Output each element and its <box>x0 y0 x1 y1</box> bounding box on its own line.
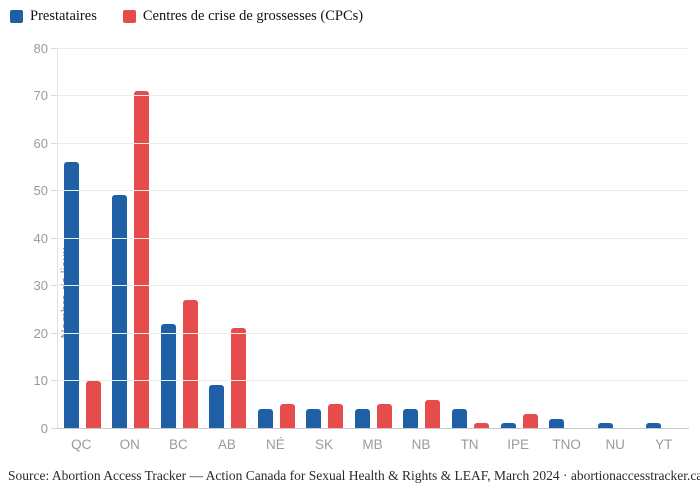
y-tick-mark <box>51 142 57 144</box>
legend-label: Centres de crise de grossesses (CPCs) <box>142 8 364 24</box>
legend-item-0: Prestataires <box>10 8 97 25</box>
x-tick-label-BC: BC <box>168 437 188 452</box>
x-tick-label-YT: YT <box>655 437 673 452</box>
y-tick-label-70: 70 <box>33 88 48 103</box>
x-tick-label-IPE: IPE <box>507 437 529 452</box>
bar-group-NU <box>592 48 641 428</box>
bar-group-TNO <box>543 48 592 428</box>
y-tick-mark <box>51 95 57 96</box>
bar-group-YT <box>640 48 689 428</box>
gridline-y-30 <box>58 285 689 286</box>
y-tick-mark <box>51 380 57 381</box>
bar-IPE-prestataires <box>500 423 516 428</box>
x-tick-label-AB: AB <box>217 437 236 452</box>
legend-item-1: Centres de crise de grossesses (CPCs) <box>122 8 364 25</box>
bar-group-TN <box>446 48 495 428</box>
gridline-y-80 <box>58 47 689 49</box>
x-tick-label-TNO: TNO <box>552 437 581 452</box>
bar-NÉ-cpc <box>279 404 295 428</box>
bar-group-QC <box>58 48 107 428</box>
bar-ON-cpc <box>134 90 150 428</box>
legend-label: Prestataires <box>30 8 97 24</box>
bar-NU-prestataires <box>597 423 613 428</box>
bar-MB-prestataires <box>354 409 370 428</box>
bar-group-SK <box>301 48 350 428</box>
x-tick-label-SK: SK <box>314 437 333 452</box>
gridline-y-10 <box>58 380 689 381</box>
bar-SK-prestataires <box>306 409 322 428</box>
x-tick-label-NU: NU <box>605 437 625 452</box>
bar-QC-cpc <box>85 380 101 428</box>
bar-AB-cpc <box>231 328 247 428</box>
x-tick-label-ON: ON <box>119 437 140 452</box>
y-tick-label-50: 50 <box>33 183 48 198</box>
y-tick-label-60: 60 <box>33 135 48 151</box>
gridline-y-50 <box>58 190 689 191</box>
chart-legend: Prestataires Centres de crise de grossess… <box>10 8 363 25</box>
y-tick-mark <box>51 237 57 239</box>
bar-MB-cpc <box>376 404 392 428</box>
y-tick-mark <box>51 190 57 191</box>
bar-TNO-prestataires <box>549 418 565 428</box>
bar-group-MB <box>349 48 398 428</box>
gridline-y-20 <box>58 332 689 334</box>
x-tick-label-MB: MB <box>362 437 383 452</box>
x-tick-label-QC: QC <box>71 437 92 452</box>
bar-IPE-cpc <box>522 413 538 428</box>
red-square-swatch-icon <box>122 10 136 23</box>
bar-AB-prestataires <box>209 385 225 428</box>
y-tick-mark <box>51 47 57 49</box>
bar-group-NÉ <box>252 48 301 428</box>
bar-TN-prestataires <box>452 409 468 428</box>
bar-group-IPE <box>495 48 544 428</box>
x-tick-label-TN: TN <box>460 437 479 452</box>
bar-group-AB <box>204 48 253 428</box>
y-tick-label-20: 20 <box>33 325 48 341</box>
bar-QC-prestataires <box>63 162 79 428</box>
bar-NÉ-prestataires <box>257 409 273 428</box>
blue-square-swatch-icon <box>10 10 23 23</box>
x-tick-label-NÉ: NÉ <box>266 437 285 452</box>
bar-BC-cpc <box>182 299 198 428</box>
bar-BC-prestataires <box>160 323 176 428</box>
bar-NB-prestataires <box>403 409 419 428</box>
bar-YT-prestataires <box>646 423 662 428</box>
y-tick-label-10: 10 <box>33 373 48 388</box>
y-tick-label-40: 40 <box>33 230 48 246</box>
source-attribution: Source: Abortion Access Tracker — Action… <box>8 468 700 483</box>
bar-group-BC <box>155 48 204 428</box>
y-tick-label-30: 30 <box>33 278 48 293</box>
bar-group-ON <box>107 48 156 428</box>
bar-TN-cpc <box>474 423 490 428</box>
bar-ON-prestataires <box>112 195 128 428</box>
y-tick-mark <box>51 427 57 429</box>
gridline-y-40 <box>58 237 689 239</box>
y-tick-label-0: 0 <box>40 420 48 436</box>
y-tick-mark <box>51 285 57 286</box>
bar-NB-cpc <box>425 399 441 428</box>
y-tick-label-80: 80 <box>33 40 48 56</box>
x-tick-label-NB: NB <box>411 437 431 452</box>
gridline-y-70 <box>58 95 689 96</box>
gridline-y-60 <box>58 142 689 144</box>
y-tick-mark <box>51 332 57 334</box>
bar-groups-container <box>58 48 689 428</box>
bar-group-NB <box>398 48 447 428</box>
bar-SK-cpc <box>328 404 344 428</box>
